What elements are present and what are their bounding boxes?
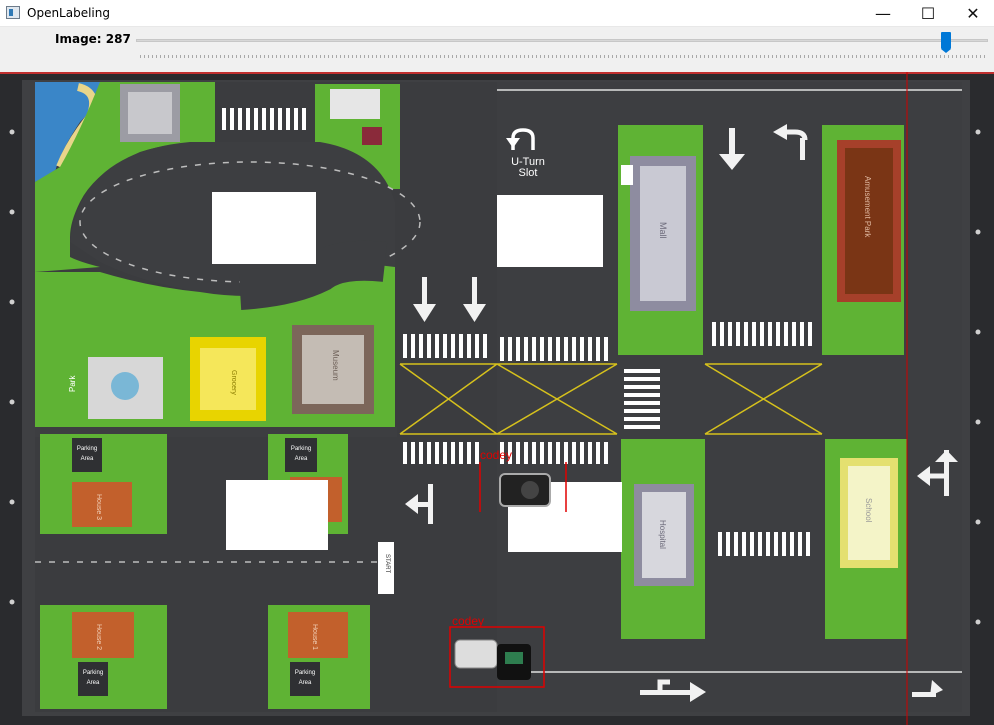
robot-codey-2	[454, 639, 531, 680]
uturn-label-1: U-Turn	[511, 156, 545, 168]
grocery-label: Grocery	[230, 370, 237, 395]
school-label: School	[864, 498, 873, 523]
parking-area-label-1: Area	[81, 456, 94, 462]
image-slider-track[interactable]	[136, 39, 988, 42]
bbox-label-1[interactable]: codey	[480, 448, 512, 462]
crosswalk-left-mid	[403, 334, 487, 464]
intersection-left	[399, 363, 498, 435]
uturn-arrow	[511, 128, 535, 150]
minimize-button[interactable]: —	[875, 4, 891, 23]
amusement-park-label: Amusement Park	[863, 176, 872, 238]
parking-label-1: Parking	[77, 446, 97, 452]
parking-area-label-3: Area	[87, 680, 100, 686]
museum-label: Museum	[331, 350, 340, 381]
robot-codey-1	[499, 473, 551, 507]
road-arrows-right	[640, 124, 958, 702]
frame-top-line	[0, 72, 994, 74]
start-marker	[378, 542, 394, 594]
parking-label-4: Parking	[295, 670, 315, 676]
house3-label: House 3	[95, 494, 102, 520]
road-arrows-left	[405, 277, 486, 524]
intersection-right	[496, 363, 823, 435]
glare-top-right	[497, 195, 603, 267]
mall-label: Mall	[658, 222, 668, 239]
maximize-button[interactable]: ☐	[920, 4, 936, 23]
uturn-label-2: Slot	[519, 167, 538, 179]
glare-top-left	[212, 192, 316, 264]
house-2	[72, 612, 134, 658]
slider-ticks	[140, 55, 986, 58]
house2-label: House 2	[95, 624, 102, 650]
glare-lower-left	[226, 480, 328, 550]
window-title: OpenLabeling	[27, 6, 110, 20]
frame-holes	[9, 129, 981, 625]
house1-label: House 1	[311, 624, 318, 650]
house-3	[72, 482, 132, 527]
start-label: START	[384, 554, 390, 573]
house-1	[288, 612, 348, 658]
bbox-label-2[interactable]: codey	[452, 614, 484, 628]
parking-area-label-4: Area	[299, 680, 312, 686]
image-index-label: Image: 287	[55, 32, 131, 46]
bbox-2[interactable]	[449, 626, 545, 688]
park-label: Park	[68, 375, 77, 392]
hospital-label: Hospital	[658, 520, 667, 549]
parking-label-3: Parking	[83, 670, 103, 676]
close-button[interactable]: ✕	[966, 4, 980, 23]
app-icon	[6, 6, 20, 19]
toolbar: Image: 287	[0, 27, 994, 72]
title-bar: OpenLabeling — ☐ ✕	[0, 0, 994, 27]
image-canvas[interactable]: Park Grocery Museum Parking Area House 3…	[0, 72, 994, 725]
parking-area-label-2: Area	[295, 456, 308, 462]
crosswalk-top	[222, 108, 306, 130]
parking-label-2: Parking	[291, 446, 311, 452]
image-slider-thumb[interactable]	[941, 32, 951, 53]
crosswalks-right	[500, 322, 812, 556]
